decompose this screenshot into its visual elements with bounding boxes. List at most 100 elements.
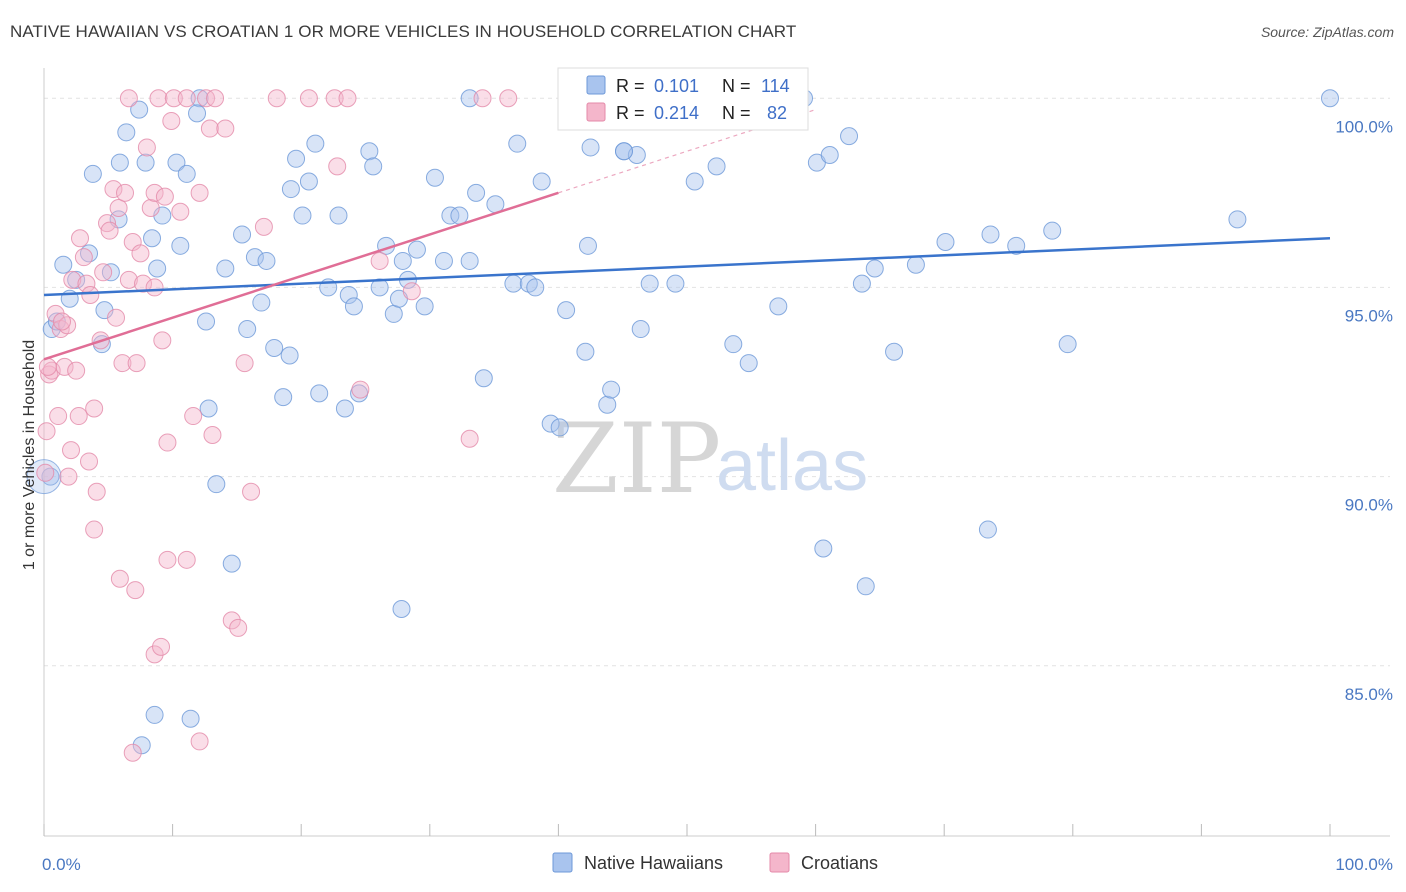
legend-r-value-native: 0.101 bbox=[654, 76, 699, 96]
croatian-point bbox=[109, 198, 128, 217]
native-hawaiian-point bbox=[724, 335, 743, 354]
native-hawaiian-point bbox=[280, 346, 299, 365]
native-hawaiian-point bbox=[329, 206, 348, 225]
native-hawaiian-point bbox=[110, 153, 129, 172]
native-hawaiian-point bbox=[865, 259, 884, 278]
croatian-point bbox=[59, 467, 78, 486]
croatian-point bbox=[62, 441, 81, 460]
croatian-point bbox=[499, 89, 518, 108]
native-hawaiian-point bbox=[739, 354, 758, 373]
croatian-point bbox=[203, 425, 222, 444]
legend-r-label-croatian: R = bbox=[616, 103, 645, 123]
native-hawaiian-point bbox=[885, 342, 904, 361]
legend-r-label-native: R = bbox=[616, 76, 645, 96]
croatian-point bbox=[107, 308, 126, 327]
croatian-point bbox=[351, 380, 370, 399]
native-hawaiian-point bbox=[199, 399, 218, 418]
croatian-point bbox=[158, 550, 177, 569]
native-hawaiian-point bbox=[415, 297, 434, 316]
bottom-legend-swatch-native bbox=[552, 852, 573, 873]
legend-n-label-croatian: N = bbox=[722, 103, 751, 123]
croatian-point bbox=[338, 89, 357, 108]
bottom-legend-native: Native Hawaiians bbox=[584, 853, 723, 873]
native-hawaiian-point bbox=[197, 312, 216, 331]
croatian-point bbox=[100, 221, 119, 240]
croatian-point bbox=[184, 407, 203, 426]
croatian-point bbox=[242, 482, 261, 501]
grid-lines bbox=[44, 97, 1390, 667]
legend-swatch-croatian bbox=[586, 102, 606, 122]
native-hawaiian-point bbox=[407, 240, 426, 259]
native-hawaiian-point bbox=[425, 168, 444, 187]
native-hawaiian-point bbox=[1228, 210, 1247, 229]
native-hawaiian-point bbox=[306, 134, 325, 153]
croatian-point bbox=[113, 354, 132, 373]
croatian-point bbox=[473, 89, 492, 108]
croatian-point bbox=[190, 183, 209, 202]
croatian-point bbox=[370, 251, 389, 270]
native-hawaiian-point bbox=[287, 149, 306, 168]
native-hawaiian-point bbox=[171, 236, 190, 255]
native-hawaiian-point bbox=[188, 104, 207, 123]
native-hawaiian-point bbox=[1043, 221, 1062, 240]
native-hawaiian-point bbox=[460, 251, 479, 270]
croatian-point bbox=[216, 119, 235, 138]
croatian-point bbox=[171, 202, 190, 221]
croatian-point bbox=[36, 463, 55, 482]
native-hawaiian-point bbox=[339, 285, 358, 304]
croatian-point bbox=[152, 637, 171, 656]
croatian-point bbox=[69, 407, 88, 426]
native-hawaiian-point bbox=[384, 304, 403, 323]
native-hawaiian-point bbox=[274, 388, 293, 407]
native-hawaiian-point bbox=[117, 123, 136, 142]
native-hawaiian-point bbox=[631, 320, 650, 339]
y-axis-label: 1 or more Vehicles in Household bbox=[21, 340, 38, 570]
native-hawaiian-point bbox=[820, 146, 839, 165]
top-legend: R = 0.101 N = 114 R = 0.214 N = 82 bbox=[557, 67, 809, 131]
y-tick-label: 90.0% bbox=[1345, 496, 1393, 515]
croatian-point bbox=[119, 89, 138, 108]
croatian-point bbox=[49, 407, 68, 426]
native-hawaiian-point bbox=[393, 251, 412, 270]
native-hawaiian-point bbox=[685, 172, 704, 191]
chart-title: NATIVE HAWAIIAN VS CROATIAN 1 OR MORE VE… bbox=[10, 22, 797, 41]
croatian-point bbox=[74, 248, 93, 267]
bottom-legend: Native Hawaiians Croatians bbox=[552, 852, 878, 873]
native-hawaiian-point bbox=[216, 259, 235, 278]
native-hawaiian-point bbox=[434, 251, 453, 270]
legend-n-value-native: 114 bbox=[761, 76, 790, 96]
native-hawaiian-point bbox=[474, 369, 493, 388]
native-hawaiian-point bbox=[707, 157, 726, 176]
native-hawaiian-point bbox=[233, 225, 252, 244]
native-hawaiian-point bbox=[550, 418, 569, 437]
native-hawaiian-point bbox=[981, 225, 1000, 244]
y-tick-label: 85.0% bbox=[1345, 685, 1393, 704]
native-hawaiian-point bbox=[207, 475, 226, 494]
croatian-point bbox=[145, 645, 164, 664]
native-hawaiian-point bbox=[130, 100, 149, 119]
native-hawaiian-point bbox=[344, 297, 363, 316]
native-hawaiian-point bbox=[504, 274, 523, 293]
croatian-point bbox=[87, 482, 106, 501]
native-hawaiian-point bbox=[526, 278, 545, 297]
native-hawaiian-point bbox=[598, 395, 617, 414]
native-hawaiian-point bbox=[245, 248, 264, 267]
croatian-point bbox=[141, 198, 160, 217]
native-hawaiian-point bbox=[576, 342, 595, 361]
native-hawaiian-point bbox=[177, 164, 196, 183]
native-hawaiian-point bbox=[265, 338, 284, 357]
croatian-point bbox=[229, 618, 248, 637]
croatian-point bbox=[110, 569, 129, 588]
native-hawaiian-point bbox=[640, 274, 659, 293]
croatian-point bbox=[158, 433, 177, 452]
native-hawaiian-point bbox=[852, 274, 871, 293]
native-hawaiian-point bbox=[557, 301, 576, 320]
croatian-point bbox=[299, 89, 318, 108]
croatian-point bbox=[162, 111, 181, 130]
native-hawaiian-point bbox=[370, 278, 389, 297]
native-hawaiian-point bbox=[614, 142, 633, 161]
native-hawaiian-point bbox=[181, 709, 200, 728]
croatian-point bbox=[325, 89, 344, 108]
croatian-point bbox=[402, 282, 421, 301]
